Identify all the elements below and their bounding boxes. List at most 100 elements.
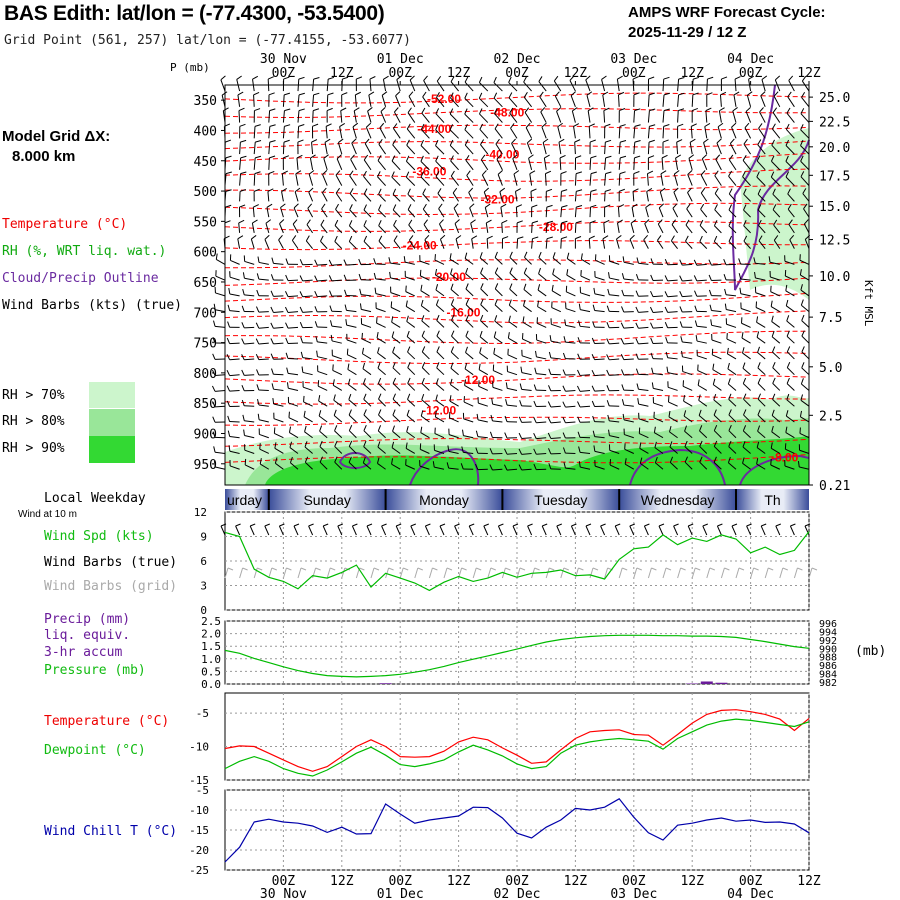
wind-barb (285, 322, 299, 329)
wind-barb (314, 259, 328, 266)
wind-barb (509, 107, 518, 123)
wind-barb-staff (281, 173, 284, 186)
wind-barb-staff (436, 335, 445, 344)
wind-barb-staff (268, 126, 271, 139)
wind-barb-flag (669, 425, 672, 433)
wind-barb (717, 122, 724, 139)
wind-barb (480, 283, 489, 297)
wind-barb-flag (380, 107, 386, 112)
wind-barb-flag (239, 204, 246, 208)
wind-barb (545, 236, 553, 249)
surface-wind-barb-true-flag (746, 523, 752, 527)
wind-barb-flag (622, 413, 625, 420)
height-tick-label: 0.21 (819, 479, 850, 494)
wind-barb-staff (660, 173, 664, 186)
wind-barb (533, 432, 547, 440)
surface-wind-barb-grid-flag (300, 567, 307, 571)
wind-barb (299, 291, 313, 298)
wind-barb-flag (632, 76, 639, 80)
wind-barb-staff (436, 320, 445, 328)
wind-barb-flag (348, 235, 353, 242)
wind-barb (586, 91, 593, 107)
isotherm-line (224, 330, 810, 345)
wind-barb-staff (668, 401, 678, 407)
wind-barb-staff (658, 207, 664, 218)
wind-barb-staff (669, 462, 678, 470)
wind-barb-flag (420, 299, 424, 306)
wind-barb-staff (390, 306, 401, 313)
wind-barb-staff (391, 447, 401, 454)
wind-barb (560, 171, 567, 186)
windchill-tick-label: -10 (189, 804, 209, 817)
wind-barb-staff (689, 142, 693, 155)
wind-barb-flag (534, 367, 537, 374)
surface-wind-barb-grid-flag (782, 567, 788, 571)
wind-barb-staff (713, 430, 722, 439)
wind-barb (346, 333, 357, 344)
wind-barb-flag (648, 139, 655, 143)
wind-barb-flag (617, 219, 623, 224)
wind-barb-flag (665, 351, 669, 358)
wind-barb (789, 234, 795, 249)
wind-barb-flag (742, 347, 745, 354)
wind-barb-flag (213, 460, 216, 468)
wind-barb (286, 382, 299, 391)
wind-barb-flag (269, 139, 276, 143)
wind-barb-flag (405, 155, 410, 162)
wind-barb-staff (701, 158, 708, 171)
wind-barb-staff (497, 174, 503, 186)
wind-barb-flag (212, 337, 216, 344)
wind-barb (743, 235, 751, 249)
wind-barb (739, 287, 751, 297)
surface-wind-barb-grid (618, 567, 623, 579)
wind-barb (531, 220, 539, 233)
wind-barb-flag (300, 336, 304, 343)
wind-barb (785, 171, 795, 186)
wind-barb-flag (664, 275, 669, 282)
wind-barb-flag (747, 91, 753, 96)
pressure-tick-label-right: 982 (819, 678, 837, 689)
wind-barb-staff (363, 193, 372, 202)
surface-wind-barb-true (497, 525, 503, 536)
wind-barb (303, 410, 313, 423)
wind-barb (362, 362, 372, 376)
wind-barb-staff (258, 404, 269, 407)
wind-barb-flag (489, 448, 493, 455)
wind-barb (299, 321, 313, 329)
wind-barb (743, 138, 752, 155)
wind-barb-flag (635, 368, 639, 375)
wind-barb (479, 330, 489, 344)
wind-barb-staff (756, 336, 766, 344)
wind-barb-flag (392, 425, 395, 432)
wind-barb-staff (435, 274, 445, 281)
wind-barb-flag (356, 76, 363, 80)
wind-barb (312, 76, 320, 92)
wind-barb (574, 205, 583, 218)
wind-barb (552, 252, 562, 265)
wind-barb-staff (317, 356, 328, 360)
surface-wind-barb-grid (443, 567, 448, 579)
wind-barb-staff (759, 111, 766, 123)
wind-barb-staff (351, 142, 357, 155)
wind-barb-staff (282, 126, 285, 139)
wind-barb (489, 431, 503, 439)
wind-barb-flag (494, 108, 498, 114)
wind-barb-flag (392, 204, 397, 211)
wind-barb-staff (646, 173, 649, 186)
wind-barb (662, 76, 670, 92)
wind-barb-flag (422, 203, 427, 210)
wind-barb-staff (494, 272, 503, 281)
legend-swatch-rh-90 (89, 436, 135, 463)
wind-barb-flag (269, 124, 276, 127)
wind-barb (652, 397, 664, 407)
wind-barb-staff (493, 353, 503, 360)
wind-barb-staff (786, 383, 795, 391)
wind-barb-flag (620, 140, 627, 143)
isotherm-label: -24.00 (403, 239, 437, 253)
wind-barb-staff (391, 176, 401, 186)
wind-barb-staff (317, 385, 328, 391)
wind-barb-staff (801, 97, 810, 108)
surface-wind-barb-true-flag (439, 523, 446, 527)
wind-barb-staff (669, 431, 678, 439)
wind-barb-flag (336, 154, 342, 160)
